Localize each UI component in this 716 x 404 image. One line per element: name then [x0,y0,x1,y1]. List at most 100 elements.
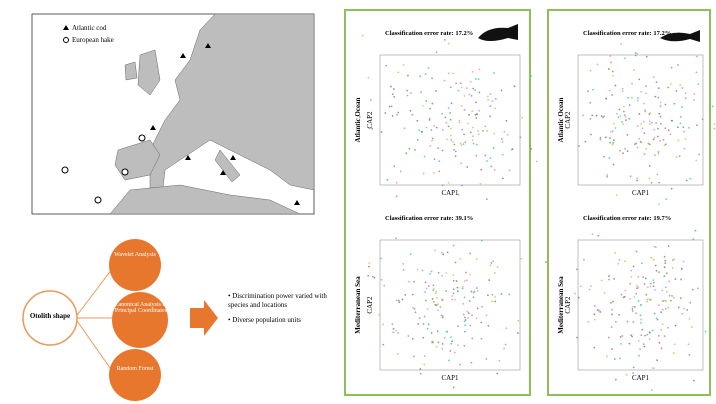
point [394,165,396,167]
point [635,293,637,295]
point [643,343,645,345]
point [624,290,626,292]
point [663,275,665,277]
point [484,154,486,156]
point [400,171,402,173]
point [640,141,642,143]
point [610,131,612,133]
point [477,130,479,132]
point [505,327,507,329]
point [368,266,370,268]
point [392,93,394,95]
point [459,120,461,122]
point [670,83,672,85]
point [444,337,446,339]
point [429,145,431,147]
point [432,298,434,300]
point [424,291,426,293]
point [641,329,643,331]
point [685,138,687,140]
point [657,128,659,130]
point [649,123,651,125]
point [616,113,618,115]
point [446,138,448,140]
point [588,321,590,323]
point [403,64,405,66]
point [671,295,673,297]
point [416,120,418,122]
point [619,357,621,359]
point [614,358,616,360]
point [676,156,678,158]
point [594,313,596,315]
method-label: Wavelet Analysis [110,252,160,258]
point [637,147,639,149]
point [397,112,399,114]
point [658,87,660,89]
point [653,259,655,261]
point [638,340,640,342]
point [448,360,450,362]
point [636,285,638,287]
point [606,174,608,176]
point [381,279,383,281]
point [695,71,697,73]
point [622,123,624,125]
point [412,338,414,340]
point [450,128,452,130]
point [450,139,452,141]
point [641,262,643,264]
point [462,288,464,290]
point [492,260,494,262]
point [664,335,666,337]
point [429,119,431,121]
point [578,297,580,299]
point [503,131,505,133]
point [695,160,697,162]
point [640,91,642,93]
point [396,114,398,116]
point [602,117,604,119]
point [461,105,463,107]
point [506,120,508,122]
point [374,277,376,279]
point [633,266,635,268]
point [470,132,472,134]
point [698,83,700,85]
point [470,362,472,364]
point [663,139,665,141]
point [616,194,618,196]
point [512,148,514,150]
point [459,258,461,260]
point [435,292,437,294]
point [472,139,474,141]
point [378,314,380,316]
point [530,75,532,77]
point [407,95,409,97]
point [486,314,488,316]
point [489,105,491,107]
point [688,318,690,320]
point [650,286,652,288]
point [396,299,398,301]
point [671,67,673,69]
point [419,368,421,370]
point [494,169,496,171]
point [574,293,576,295]
point [613,164,615,166]
point [514,85,516,87]
point [521,117,523,119]
point [681,106,683,108]
point [643,121,645,123]
point [432,138,434,140]
point [494,272,496,274]
point [685,92,687,94]
point [636,251,638,253]
point [640,334,642,336]
point [665,104,667,106]
result: • Discrimination power varied with speci… [228,292,328,310]
point [594,305,596,307]
point [645,85,647,87]
point [633,69,635,71]
point [620,343,622,345]
